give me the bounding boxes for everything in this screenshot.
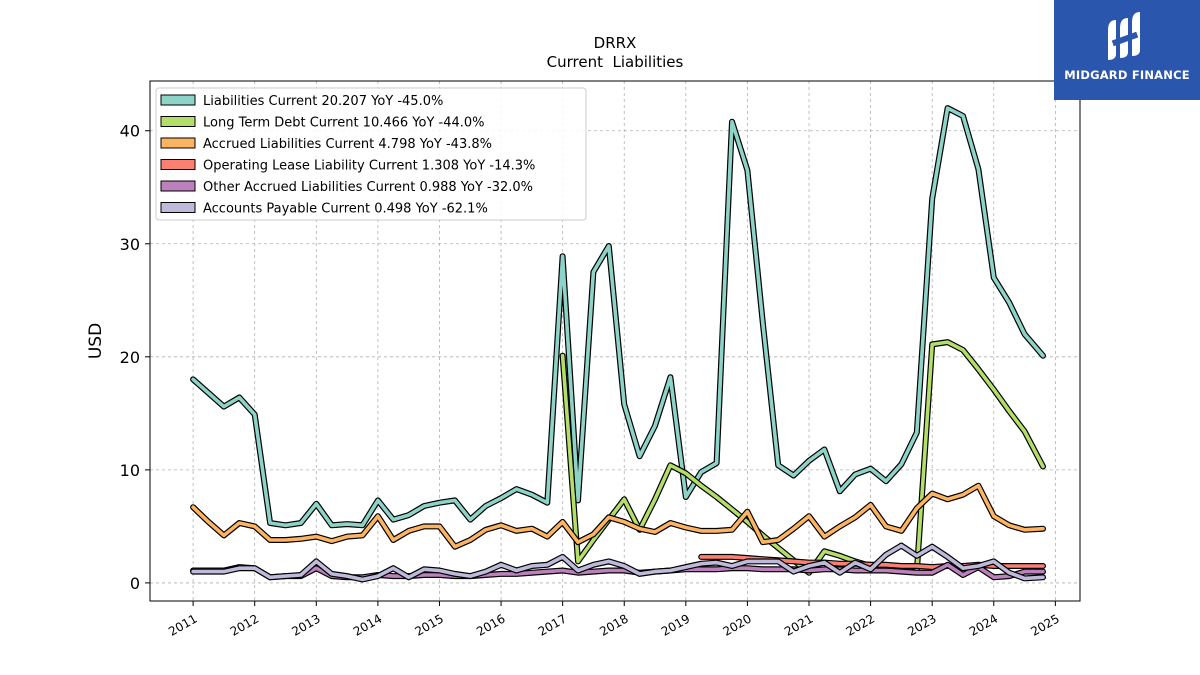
x-tick-label: 2019 [659, 611, 692, 638]
legend-box [155, 87, 587, 221]
x-tick-label: 2014 [351, 611, 384, 638]
midgard-finance-logo: MIDGARD FINANCE [1054, 0, 1200, 100]
legend-label: Long Term Debt Current 10.466 YoY -44.0% [203, 116, 485, 131]
legend-label: Accounts Payable Current 0.498 YoY -62.1… [203, 202, 488, 217]
x-tick-label: 2011 [166, 611, 199, 638]
legend-swatch [160, 94, 196, 106]
chart-subtitle: Current Liabilities [547, 53, 684, 71]
y-tick-label: 40 [120, 122, 140, 141]
y-tick-label: 0 [130, 574, 140, 593]
y-tick-label: 20 [120, 348, 140, 367]
x-tick-label: 2013 [289, 611, 322, 638]
legend-swatch [160, 137, 196, 149]
x-tick-label: 2025 [1028, 611, 1061, 638]
legend-label: Accrued Liabilities Current 4.798 YoY -4… [203, 137, 492, 152]
series-path [191, 483, 1045, 549]
x-tick-label: 2021 [782, 611, 815, 638]
legend-swatch [160, 180, 196, 192]
logo-text: MIDGARD FINANCE [1064, 68, 1190, 82]
series-line [190, 482, 1046, 550]
x-tick-label: 2022 [844, 611, 877, 638]
chart-title: DRRX [594, 34, 637, 52]
legend-swatch [160, 202, 196, 213]
series-path [191, 543, 1045, 582]
x-tick-label: 2015 [413, 611, 446, 638]
x-tick-label: 2024 [967, 611, 1000, 638]
x-tick-label: 2020 [720, 611, 753, 638]
x-tick-label: 2018 [597, 611, 630, 638]
legend: Liabilities Current 20.207 YoY -45.0% Lon… [155, 87, 587, 221]
legend-label: Operating Lease Liability Current 1.308 … [203, 159, 535, 174]
legend-label: Liabilities Current 20.207 YoY -45.0% [203, 94, 443, 109]
legend-label: Other Accrued Liabilities Current 0.988 … [203, 180, 533, 195]
x-tick-label: 2023 [905, 611, 938, 638]
series-path [191, 106, 1045, 528]
y-tick-label: 10 [120, 461, 140, 480]
series-line [190, 105, 1046, 529]
legend-swatch [160, 116, 196, 127]
y-axis-label: USD [86, 323, 106, 359]
x-tick-label: 2016 [474, 611, 507, 638]
x-tick-label: 2012 [228, 611, 261, 638]
y-tick-label: 30 [120, 235, 140, 254]
series-line [190, 542, 1046, 583]
plot-frame [149, 80, 1081, 602]
series-layer [190, 105, 1046, 583]
midgard-logo-icon [1108, 12, 1140, 60]
legend-swatch [160, 159, 196, 170]
x-tick-label: 2017 [536, 611, 569, 638]
